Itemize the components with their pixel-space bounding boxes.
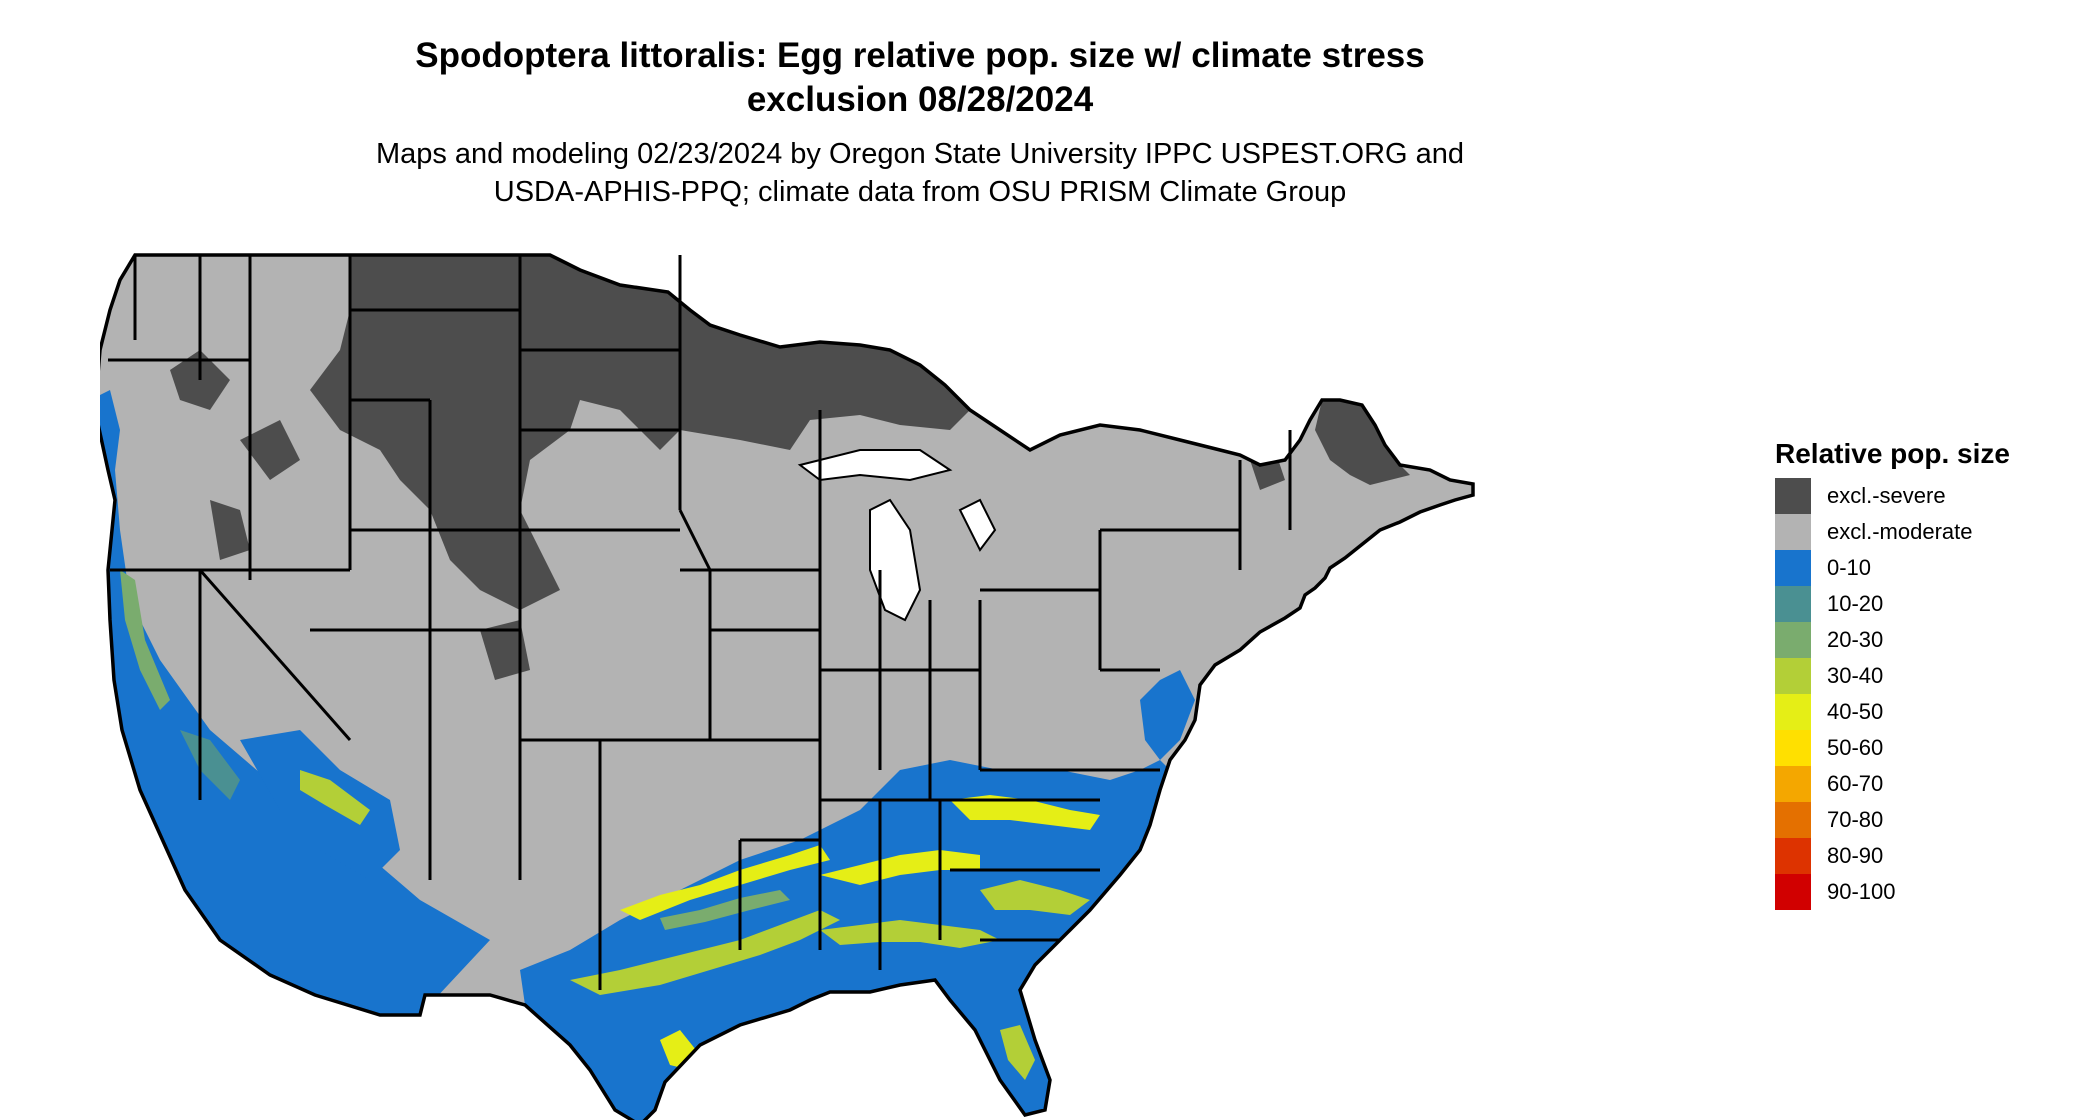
legend-swatch — [1775, 802, 1811, 838]
legend-item: 0-10 — [1775, 550, 2095, 586]
region-severe-patch — [210, 500, 250, 560]
legend-label: excl.-severe — [1827, 483, 1946, 508]
legend-item: 20-30 — [1775, 622, 2095, 658]
map-subtitle-line-1: Maps and modeling 02/23/2024 by Oregon S… — [375, 138, 1465, 170]
legend-swatch — [1775, 550, 1811, 586]
region-severe-patch — [240, 420, 300, 480]
legend-label: 0-10 — [1827, 555, 1872, 580]
lake-michigan — [869, 498, 922, 622]
legend-item: 40-50 — [1775, 694, 2095, 730]
region-30-50-band — [980, 880, 1090, 915]
map-subtitle-line-2: USDA-APHIS-PPQ; climate data from OSU PR… — [493, 176, 1347, 208]
legend-swatch — [1775, 766, 1811, 802]
legend-label: 70-80 — [1827, 807, 1884, 832]
legend-item: 70-80 — [1775, 802, 2095, 838]
region-30-50-band — [950, 795, 1100, 830]
legend-item: 50-60 — [1775, 730, 2095, 766]
region-severe-patch — [480, 620, 530, 680]
map-fill-layers — [100, 255, 1473, 1120]
region-20-30-california — [120, 570, 170, 710]
us-map — [100, 253, 1475, 1120]
legend-label: 20-30 — [1827, 627, 1884, 652]
region-suitable-mid-atlantic — [1140, 670, 1195, 760]
legend-swatch — [1775, 514, 1811, 550]
legend-item: 80-90 — [1775, 838, 2095, 874]
legend-swatch — [1775, 478, 1811, 514]
region-suitable-west-coast — [100, 390, 490, 1015]
legend-label: 50-60 — [1827, 735, 1884, 760]
legend-item: 30-40 — [1775, 658, 2095, 694]
legend-swatch — [1775, 838, 1811, 874]
legend-label: 90-100 — [1827, 879, 1896, 904]
map-title-line-2: exclusion 08/28/2024 — [746, 80, 1094, 119]
legend-label: 80-90 — [1827, 843, 1884, 868]
region-severe-exclusion-maine — [1315, 400, 1410, 485]
legend-title: Relative pop. size — [1775, 438, 2010, 469]
region-30-40-southwest — [300, 770, 370, 825]
state-boundary — [198, 569, 352, 741]
legend-label: 40-50 — [1827, 699, 1884, 724]
legend-item: 90-100 — [1775, 874, 2095, 910]
region-suitable-southwest — [240, 730, 400, 880]
region-30-50-band — [620, 845, 830, 920]
legend-label: 60-70 — [1827, 771, 1884, 796]
legend-item: 60-70 — [1775, 766, 2095, 802]
legend-swatch — [1775, 730, 1811, 766]
legend-item: excl.-moderate — [1775, 514, 2095, 550]
map-layers — [100, 253, 1475, 1120]
legend-swatch — [1775, 874, 1811, 910]
legend-swatch — [1775, 586, 1811, 622]
region-20-30-band — [660, 890, 790, 930]
legend-swatch — [1775, 622, 1811, 658]
legend-swatch — [1775, 694, 1811, 730]
region-30-50-band — [570, 910, 840, 995]
legend-swatch — [1775, 658, 1811, 694]
legend-item: excl.-severe — [1775, 478, 2095, 514]
legend-label: 30-40 — [1827, 663, 1884, 688]
region-30-50-band — [820, 920, 1000, 948]
region-10-20-socal — [180, 730, 240, 800]
legend-item: 10-20 — [1775, 586, 2095, 622]
lake-superior — [797, 449, 953, 482]
lake-huron — [958, 498, 997, 552]
legend-label: 10-20 — [1827, 591, 1884, 616]
legend-label: excl.-moderate — [1827, 519, 1973, 544]
region-severe-exclusion-north-central — [310, 255, 970, 610]
state-boundary — [678, 509, 712, 571]
region-30-50-band — [1000, 1025, 1035, 1080]
map-title-line-1: Spodoptera littoralis: Egg relative pop.… — [415, 36, 1425, 75]
